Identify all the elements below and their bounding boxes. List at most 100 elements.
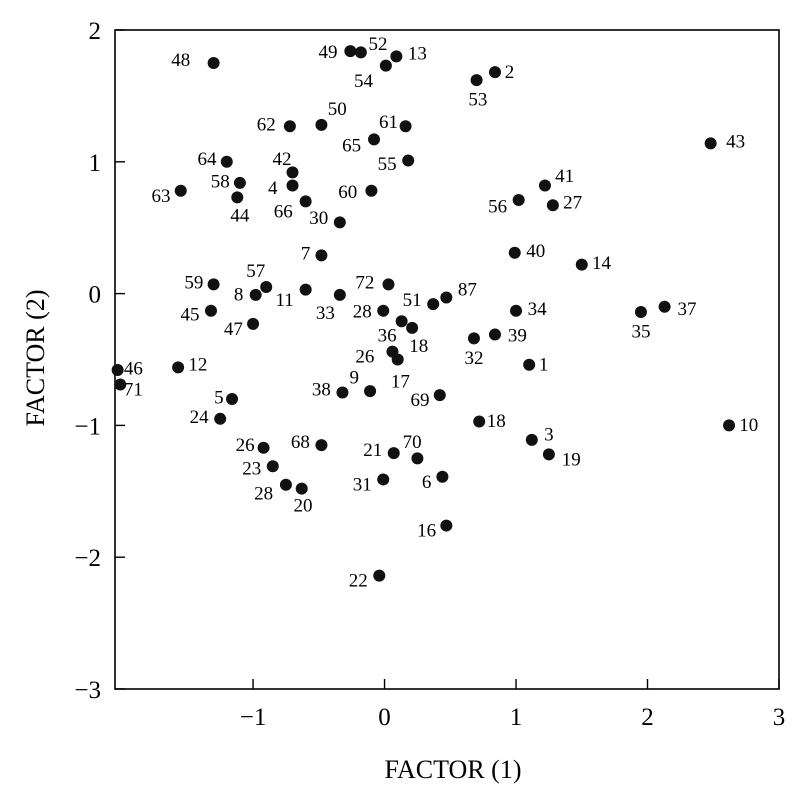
data-point-label: 37 xyxy=(677,299,696,320)
x-axis: −1 0 1 2 3 xyxy=(240,679,785,731)
data-point xyxy=(214,412,227,425)
data-point-label: 40 xyxy=(526,241,545,262)
data-point-label: 1 xyxy=(539,354,549,375)
data-point xyxy=(440,291,453,304)
data-point-label: 12 xyxy=(188,354,207,375)
data-point-label: 50 xyxy=(328,99,347,120)
data-point xyxy=(286,166,299,179)
data-point xyxy=(247,317,260,330)
data-point xyxy=(231,191,244,204)
data-point-label: 54 xyxy=(354,71,374,92)
data-point xyxy=(377,304,390,317)
data-point xyxy=(704,137,717,150)
y-tick-label: −1 xyxy=(74,413,101,440)
data-point-label: 63 xyxy=(152,186,171,207)
data-point-label: 18 xyxy=(409,336,428,357)
data-point-label: 64 xyxy=(198,149,218,170)
data-point xyxy=(364,385,377,398)
data-point-label: 17 xyxy=(391,372,410,393)
data-point xyxy=(411,452,424,465)
data-point xyxy=(436,470,449,483)
data-point xyxy=(440,519,453,532)
data-point xyxy=(315,249,328,262)
data-point-label: 14 xyxy=(592,253,612,274)
data-point-label: 10 xyxy=(739,415,758,436)
data-point-label: 13 xyxy=(408,43,427,64)
data-point xyxy=(315,118,328,131)
data-point-label: 53 xyxy=(468,90,487,111)
data-point-label: 6 xyxy=(422,472,432,493)
data-point-label: 65 xyxy=(342,136,361,157)
data-point xyxy=(344,45,357,58)
data-point-label: 61 xyxy=(379,112,398,133)
data-point-label: 41 xyxy=(555,166,574,187)
data-point xyxy=(333,288,346,301)
data-point-label: 5 xyxy=(214,387,224,408)
data-point-label: 58 xyxy=(211,171,230,192)
data-point xyxy=(473,415,486,428)
data-point xyxy=(286,179,299,192)
data-point xyxy=(233,176,246,189)
data-point-label: 70 xyxy=(403,432,422,453)
data-point xyxy=(172,361,185,374)
data-point-label: 39 xyxy=(508,325,527,346)
data-point-label: 47 xyxy=(224,319,243,340)
data-point-label: 55 xyxy=(378,154,397,175)
data-point-label: 7 xyxy=(301,244,311,265)
data-point xyxy=(542,448,555,461)
data-point xyxy=(387,447,400,460)
data-point xyxy=(488,66,501,79)
y-tick-label: −2 xyxy=(74,545,101,572)
data-point xyxy=(299,283,312,296)
data-point-label: 21 xyxy=(363,440,382,461)
data-point xyxy=(382,278,395,291)
data-point-label: 68 xyxy=(291,432,310,453)
data-point xyxy=(634,306,647,319)
data-point xyxy=(336,386,349,399)
x-tick-label: 2 xyxy=(641,704,654,731)
data-point-label: 51 xyxy=(403,290,422,311)
data-point xyxy=(220,155,233,168)
x-tick-label: −1 xyxy=(240,704,267,731)
data-point xyxy=(207,56,220,69)
data-point xyxy=(379,59,392,72)
x-tick-label: 1 xyxy=(510,704,523,731)
data-point xyxy=(174,184,187,197)
data-point-label: 22 xyxy=(349,571,368,592)
data-point xyxy=(377,473,390,486)
data-point xyxy=(488,328,501,341)
data-point xyxy=(508,246,521,259)
data-point xyxy=(226,393,239,406)
data-point-label: 46 xyxy=(124,358,143,379)
data-point xyxy=(470,74,483,87)
data-point-label: 69 xyxy=(411,390,430,411)
data-point-label: 60 xyxy=(338,182,357,203)
data-point xyxy=(114,378,127,391)
y-tick-label: −3 xyxy=(74,677,101,704)
data-point xyxy=(658,300,671,313)
x-tick-label: 0 xyxy=(378,704,391,731)
data-point-label: 11 xyxy=(275,290,293,311)
data-point-label: 27 xyxy=(563,192,582,213)
data-point-label: 45 xyxy=(180,304,199,325)
y-tick-label: 0 xyxy=(89,282,102,309)
data-point-label: 38 xyxy=(312,379,331,400)
data-point-label: 66 xyxy=(274,202,293,223)
data-point xyxy=(546,199,559,212)
data-point-label: 35 xyxy=(631,322,650,343)
data-point xyxy=(249,288,262,301)
data-point xyxy=(406,321,419,334)
data-point xyxy=(257,441,270,454)
data-point xyxy=(111,364,124,377)
data-point-label: 28 xyxy=(254,484,273,505)
data-point-label: 34 xyxy=(528,299,548,320)
data-point-label: 26 xyxy=(236,435,255,456)
data-point xyxy=(373,569,386,582)
data-point-label: 59 xyxy=(184,273,203,294)
data-point xyxy=(538,179,551,192)
data-point-label: 16 xyxy=(417,521,436,542)
y-tick-label: 2 xyxy=(89,18,102,45)
data-point xyxy=(207,278,220,291)
data-point xyxy=(266,460,279,473)
data-point xyxy=(315,439,328,452)
